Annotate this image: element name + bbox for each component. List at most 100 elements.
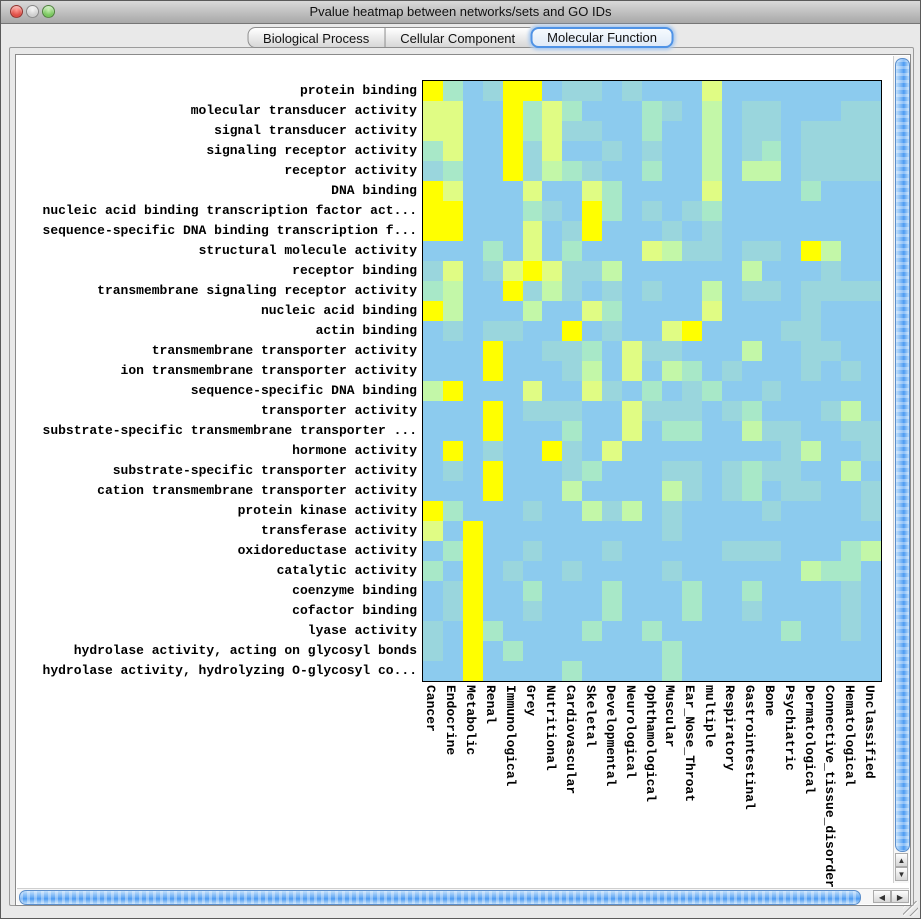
heatmap-cell [423,561,443,581]
heatmap-cell [721,581,742,601]
heatmap-cell [801,521,822,541]
heatmap-cell [522,661,543,681]
heatmap-cell [861,501,881,521]
heatmap-cell [761,521,782,541]
heatmap-cell [622,541,643,561]
scroll-down-button[interactable]: ▼ [895,867,908,881]
horizontal-scrollbar[interactable]: ◀ ▶ [17,888,909,905]
row-label: oxidoreductase activity [237,543,417,558]
heatmap-cell [542,361,563,381]
heatmap-cell [681,321,702,341]
col-label: Metabolic [463,685,479,756]
heatmap-cell [622,621,643,641]
heatmap-cell [661,641,682,661]
heatmap-cell [821,661,842,681]
heatmap-cell [622,521,643,541]
heatmap-cell [462,341,483,361]
minimize-button[interactable] [26,5,39,18]
heatmap-cell [781,401,802,421]
heatmap-cell [423,381,443,401]
heatmap-cell [642,561,662,581]
tab-content-panel: protein binding molecular transducer acti… [9,47,914,906]
heatmap-cell [681,561,702,581]
heatmap-cell [522,601,543,621]
heatmap-cell [701,461,722,481]
tab-cellular-component[interactable]: Cellular Component [384,27,531,48]
heatmap-cell [602,381,623,401]
heatmap-cell [821,601,842,621]
heatmap-cell [602,521,623,541]
heatmap-cell [681,181,702,201]
row-label: cation transmembrane transporter activit… [97,483,417,498]
heatmap-cell [861,141,881,161]
heatmap-cell [462,201,483,221]
heatmap-cell [522,301,543,321]
heatmap-cell [761,421,782,441]
tab-biological-process[interactable]: Biological Process [247,27,385,48]
heatmap-cell [681,381,702,401]
heatmap-cell [542,601,563,621]
row-label: DNA binding [331,183,417,198]
heatmap-cell [522,241,543,261]
heatmap-cell [701,381,722,401]
heatmap-cell [502,461,523,481]
close-button[interactable] [10,5,23,18]
col-label: Cardiovascular [562,685,578,795]
row-label: molecular transducer activity [190,103,417,118]
heatmap-cell [502,501,523,521]
heatmap-cell [681,441,702,461]
heatmap-cell [741,541,762,561]
heatmap-cell [861,641,881,661]
zoom-button[interactable] [42,5,55,18]
heatmap-cell [642,601,662,621]
heatmap-cell [542,521,563,541]
heatmap-cell [482,661,503,681]
heatmap-cell [462,621,483,641]
scroll-right-button[interactable]: ▶ [891,890,909,903]
heatmap-cell [841,401,862,421]
heatmap-cell [642,141,662,161]
heatmap-cell [442,181,463,201]
scroll-left-button[interactable]: ◀ [873,890,891,903]
heatmap-cell [622,321,643,341]
heatmap-cell [423,101,443,121]
heatmap-cell [602,181,623,201]
vertical-scrollbar-thumb[interactable] [895,58,910,852]
heatmap-cell [781,341,802,361]
heatmap-cell [681,101,702,121]
heatmap-cell [602,501,623,521]
col-label: Muscular [662,685,678,748]
heatmap-cell [821,401,842,421]
heatmap-cell [821,241,842,261]
heatmap-cell [442,541,463,561]
horizontal-scrollbar-thumb[interactable] [19,890,861,905]
heatmap-cell [562,321,583,341]
heatmap-cell [741,561,762,581]
col-label: Skeletal [582,685,598,748]
tab-molecular-function[interactable]: Molecular Function [530,27,674,48]
scroll-up-button[interactable]: ▲ [895,853,908,867]
heatmap-cell [582,301,603,321]
heatmap-cell [442,481,463,501]
heatmap-cell [423,261,443,281]
heatmap-cell [542,301,563,321]
heatmap-cell [502,141,523,161]
heatmap-cell [761,181,782,201]
heatmap-cell [741,461,762,481]
heatmap-cell [482,101,503,121]
heatmap-cell [423,181,443,201]
heatmap-cell [821,261,842,281]
col-label: Unclassified [861,685,877,779]
heatmap-cell [741,661,762,681]
heatmap-cell [661,201,682,221]
heatmap-cell [442,101,463,121]
down-arrow-icon: ▼ [897,870,906,879]
heatmap-cell [502,561,523,581]
vertical-scrollbar[interactable]: ▲ ▼ [893,56,910,883]
heatmap-cell [542,141,563,161]
heatmap-cell [661,221,682,241]
heatmap-cell [861,261,881,281]
heatmap-cell [462,101,483,121]
heatmap-cell [821,361,842,381]
row-label: actin binding [315,323,417,338]
